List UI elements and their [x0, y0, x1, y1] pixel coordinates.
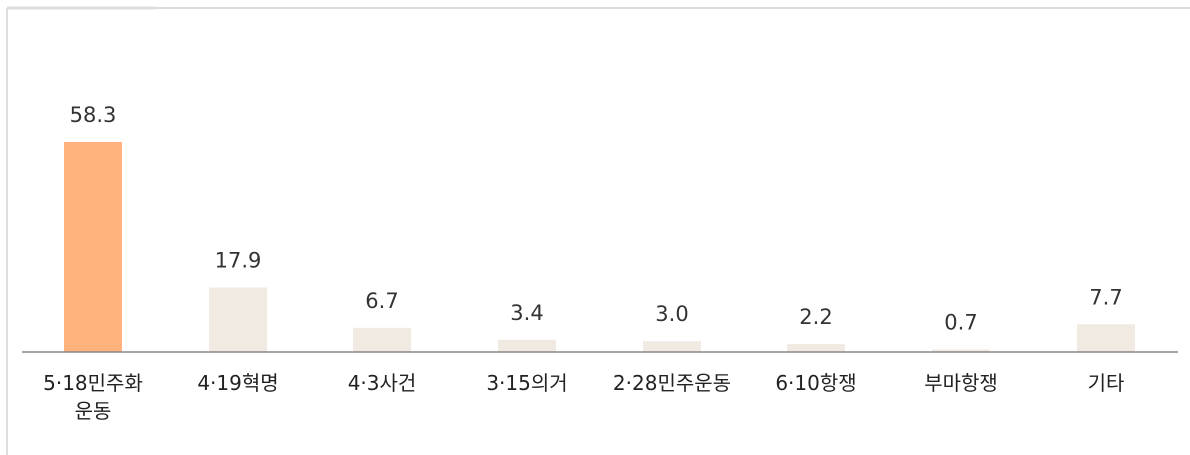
bar-3: [353, 327, 411, 352]
bar-4: [498, 339, 556, 352]
category-label-1-line-1: 5·18민주화: [43, 371, 143, 395]
bar-6: [787, 344, 845, 352]
frame-lines: [6, 6, 1190, 455]
category-label-8: 기타: [1088, 371, 1125, 395]
category-label-1-line-2: 운동: [75, 399, 112, 423]
value-label-1: 58.3: [70, 103, 117, 127]
bar-2: [209, 287, 267, 352]
value-label-6: 2.2: [799, 305, 832, 329]
value-label-4: 3.4: [510, 301, 543, 325]
category-label-2: 4·19혁명: [197, 371, 278, 395]
bar-7: [932, 349, 990, 352]
value-label-3: 6.7: [365, 289, 398, 313]
category-label-7: 부마항쟁: [924, 371, 998, 395]
value-label-8: 7.7: [1089, 285, 1122, 309]
bar-1: [64, 142, 122, 352]
category-label-3: 4·3사건: [348, 371, 417, 395]
category-label-4: 3·15의거: [486, 371, 567, 395]
bars-group: [64, 142, 1135, 352]
bar-8: [1077, 324, 1135, 352]
value-label-5: 3.0: [655, 302, 688, 326]
category-label-6: 6·10항쟁: [775, 371, 856, 395]
value-label-7: 0.7: [944, 310, 977, 334]
value-labels-group: 58.3 17.9 6.7 3.4 3.0 2.2 0.7 7.7: [70, 103, 1123, 334]
category-label-5: 2·28민주운동: [613, 371, 731, 395]
bar-5: [643, 341, 701, 352]
value-label-2: 17.9: [215, 249, 262, 273]
